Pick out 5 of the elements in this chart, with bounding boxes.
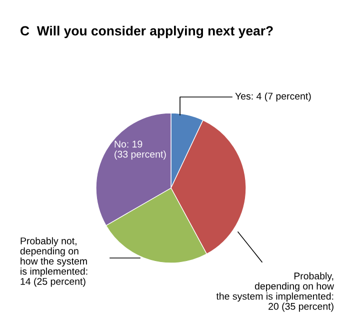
chart-title: C Will you consider applying next year? bbox=[20, 26, 273, 38]
slice-label: Probably, depending on how the system is implemented: 20 (35 percent) bbox=[216, 272, 334, 312]
slice-label: Probably not, depending on how the system is implemented: 14 (25 percent) bbox=[20, 237, 88, 287]
slice-label: Yes: 4 (7 percent) bbox=[235, 92, 311, 102]
slice-label: No: 19 (33 percent) bbox=[114, 140, 166, 160]
